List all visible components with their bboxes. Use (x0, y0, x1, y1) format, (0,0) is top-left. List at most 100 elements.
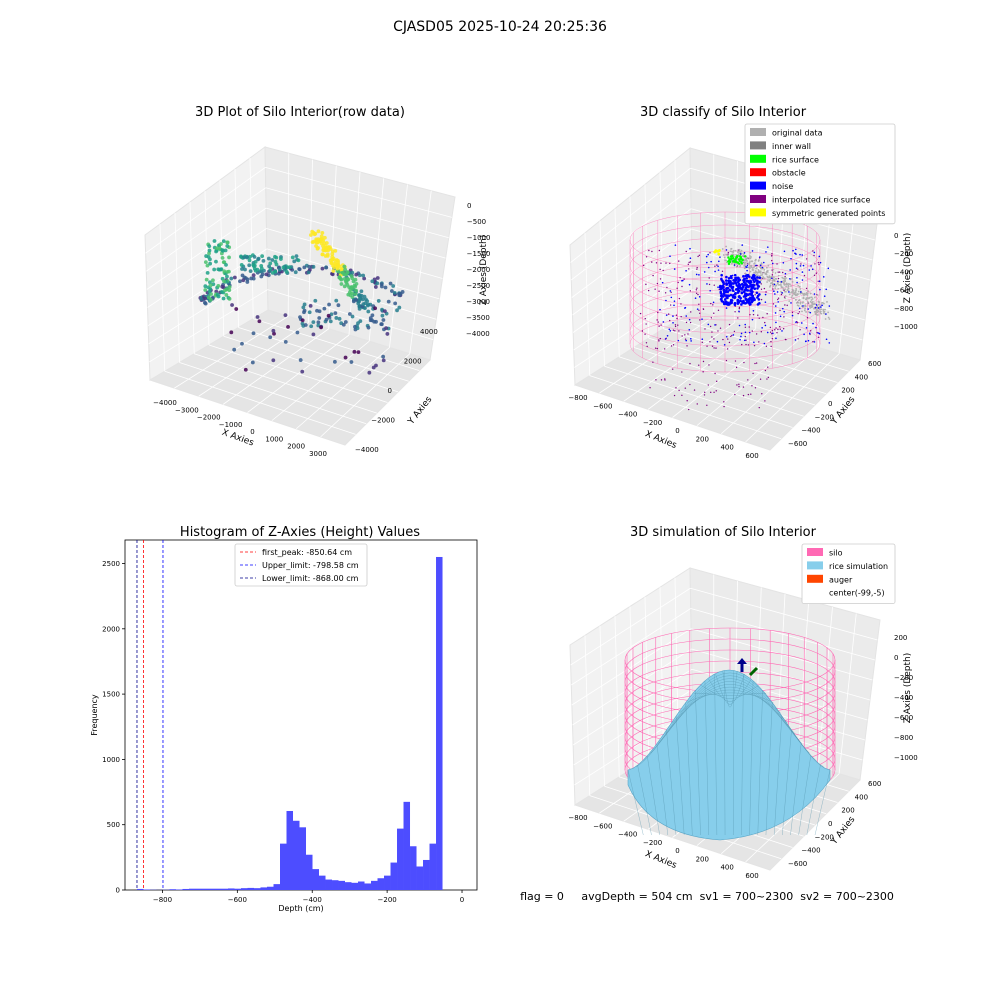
classify-noise-point (668, 328, 671, 331)
classify-noise-point (719, 290, 723, 294)
histogram-bar (175, 889, 183, 890)
raw-point (297, 267, 302, 272)
raw-point (375, 281, 380, 286)
classify-interp-point (654, 347, 657, 349)
classify-z-tick-label: −800 (894, 305, 913, 313)
classify-original-point (766, 275, 769, 278)
classify-interp-point (786, 304, 788, 307)
simulation-x-label: X Axies (643, 849, 678, 871)
classify-noise-point (717, 269, 720, 271)
raw-point (343, 355, 348, 360)
classify-noise-point (669, 329, 672, 332)
classify-legend-label: original data (772, 129, 823, 138)
classify-interp-point (686, 345, 688, 347)
raw-point (208, 261, 213, 266)
raw-point (240, 341, 244, 346)
classify-interp-point (765, 291, 767, 293)
classify-interp-point (656, 282, 659, 285)
classify-noise-point (801, 254, 804, 256)
classify-interp-point (805, 258, 808, 260)
classify-original-point (814, 313, 817, 316)
classify-noise-point (736, 276, 740, 280)
classify-interp-point (670, 345, 673, 347)
classify-original-point (794, 299, 797, 301)
simulation-y-tick-label: −400 (801, 847, 820, 855)
raw-point (317, 309, 322, 314)
classify-interp-point (779, 325, 781, 328)
classify-interp-point (646, 345, 648, 348)
classify-original-point (819, 310, 822, 313)
classify-noise-point (796, 276, 798, 279)
raw-point (277, 267, 282, 272)
classify-noise-point (739, 299, 742, 303)
classify-interp-point (658, 325, 660, 327)
classify-interp-point (708, 277, 710, 279)
classify-interp-point (806, 317, 809, 319)
classify-original-point (783, 279, 785, 282)
classify-original-point (750, 260, 753, 263)
raw-point (330, 257, 335, 262)
classify-interp-point (767, 376, 770, 379)
histogram-bar (208, 888, 215, 890)
classify-noise-point (745, 273, 749, 277)
classify-interp-point (715, 347, 717, 349)
classify-interp-point (747, 344, 750, 346)
classify-interp-point (662, 269, 664, 272)
histogram-x-tick-label: −200 (378, 896, 397, 904)
classify-interp-point (742, 386, 745, 388)
classify-noise-point (681, 279, 683, 282)
classify-original-point (752, 269, 755, 271)
classify-z-tick-label: −400 (894, 268, 913, 276)
histogram-legend-label: Lower_limit: -868.00 cm (262, 574, 359, 583)
raw-point (354, 288, 359, 293)
classify-noise-point (771, 277, 773, 280)
classify-interp-point (810, 330, 812, 332)
raw-z-tick-label: 0 (467, 202, 471, 210)
classify-interp-point (687, 263, 690, 266)
raw-point (324, 246, 328, 250)
classify-interp-point (703, 391, 706, 394)
classify-y-tick-label: 400 (855, 373, 868, 381)
classify-noise-point (789, 277, 791, 280)
classify-noise-point (674, 244, 677, 246)
classify-noise-point (744, 288, 748, 292)
classify-noise-point (775, 337, 777, 340)
raw-point (330, 272, 335, 277)
classify-rice-point (728, 260, 732, 263)
classify-interp-point (784, 338, 787, 341)
classify-y-tick-label: 600 (868, 360, 881, 368)
classify-original-point (745, 257, 748, 260)
classify-interp-point (817, 280, 819, 282)
histogram-x-label: Depth (cm) (278, 904, 323, 913)
classify-interp-point (772, 288, 774, 290)
raw-point (373, 285, 378, 289)
classify-noise-point (764, 324, 767, 327)
raw-point (374, 363, 378, 368)
raw-point (287, 265, 292, 270)
classify-original-point (748, 257, 750, 259)
classify-interp-point (734, 393, 736, 396)
histogram-bar (410, 846, 417, 890)
classify-noise-point (748, 275, 751, 278)
raw-point (251, 273, 256, 278)
simulation-z-tick-label: −800 (894, 734, 913, 742)
classify-interp-point (651, 261, 653, 263)
classify-original-point (753, 262, 756, 265)
histogram-title: Histogram of Z-Axies (Height) Values (180, 525, 420, 540)
raw-point (216, 283, 221, 288)
raw-point (341, 322, 346, 327)
raw-point (250, 360, 255, 365)
classify-noise-point (790, 257, 792, 260)
classify-noise-point (727, 276, 731, 280)
classify-interp-point (680, 315, 682, 318)
classify-original-point (762, 277, 765, 280)
classify-noise-point (741, 244, 744, 246)
simulation-x-tick-label: −600 (593, 822, 612, 830)
histogram-bar (260, 887, 267, 890)
histogram-bar (423, 859, 430, 890)
classify-original-point (737, 253, 740, 256)
classify-noise-point (813, 251, 816, 254)
classify-interp-point (752, 372, 754, 375)
classify-interp-point (649, 386, 651, 389)
